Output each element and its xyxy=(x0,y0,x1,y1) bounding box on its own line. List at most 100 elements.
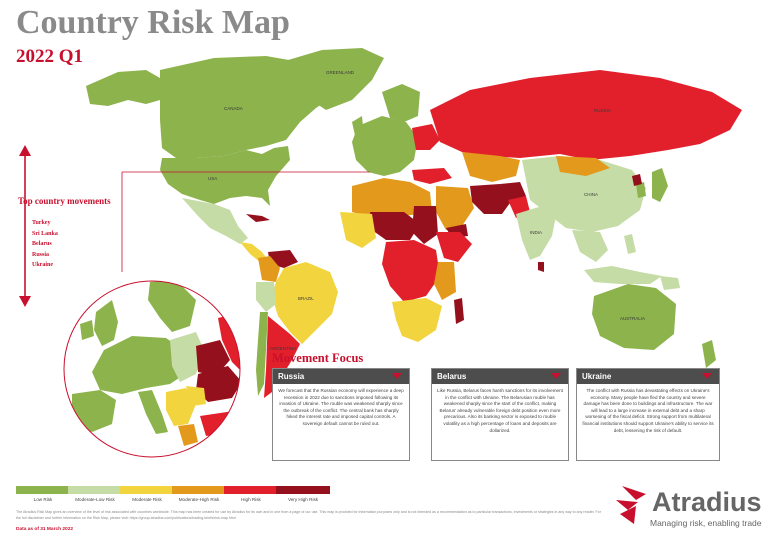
map-label-russia: RUSSIA xyxy=(594,108,611,113)
legend-item-low: Low Risk xyxy=(16,486,70,502)
focus-card-header: Belarus xyxy=(432,369,568,384)
triangle-down-icon xyxy=(551,373,561,379)
legend-swatch xyxy=(68,486,122,494)
map-region-east-africa xyxy=(434,262,456,300)
map-region-new-zealand xyxy=(702,340,716,368)
legend-item-very-high: Very High Risk xyxy=(276,486,330,502)
focus-card-header: Russia xyxy=(273,369,409,384)
data-date: Data as of 31 March 2022 xyxy=(16,527,74,532)
map-region-korea xyxy=(636,182,646,198)
map-region-chile xyxy=(256,312,268,396)
inset-region-ireland xyxy=(80,320,94,340)
map-label-brazil: BRAZIL xyxy=(298,296,314,301)
legend-item-moderate-high: Moderate-High Risk xyxy=(172,486,226,502)
legend-label: Very High Risk xyxy=(287,497,319,502)
map-region-usa xyxy=(160,146,290,206)
map-label-argentina: ARGENTINA xyxy=(270,346,296,351)
atradius-logo-mark xyxy=(616,486,646,524)
map-region-peru xyxy=(256,282,276,312)
legend-label: Moderate-High Risk xyxy=(178,497,220,502)
map-region-australia xyxy=(592,284,676,350)
map-region-china xyxy=(522,156,646,232)
legend-label: Moderate Risk xyxy=(132,497,162,502)
legend-label: High Risk xyxy=(241,497,261,502)
triangle-down-icon xyxy=(392,373,402,379)
map-region-afghanistan xyxy=(500,182,526,202)
inset-region-scandinavia xyxy=(148,281,196,332)
europe-inset-border xyxy=(63,280,241,458)
map-label-usa: USA xyxy=(208,176,217,181)
legend-swatch xyxy=(172,486,226,494)
map-region-colombia xyxy=(258,256,280,282)
map-region-brazil xyxy=(272,262,338,344)
legend-item-moderate: Moderate Risk xyxy=(120,486,174,502)
map-label-canada: CANADA xyxy=(224,106,243,111)
movement-focus-title: Movement Focus xyxy=(272,351,364,365)
map-region-west-africa xyxy=(340,212,376,248)
focus-card-name: Russia xyxy=(278,372,305,381)
legend-item-high: High Risk xyxy=(224,486,278,502)
map-region-mongolia xyxy=(556,156,610,176)
europe-inset xyxy=(64,281,240,457)
focus-card-text: The conflict with Russia has devastating… xyxy=(582,388,714,433)
movement-arrow xyxy=(19,145,31,307)
legend-swatch xyxy=(120,486,174,494)
focus-card-header: Ukraine xyxy=(577,369,719,384)
map-label-australia: AUSTRALIA xyxy=(620,316,645,321)
inset-region-iberia xyxy=(72,390,116,432)
map-region-horn-africa xyxy=(436,232,472,262)
legend-swatch xyxy=(224,486,278,494)
map-region-indonesia xyxy=(584,266,662,284)
brand-name: Atradius xyxy=(652,487,762,517)
map-region-sri-lanka xyxy=(538,262,544,272)
map-region-sudan xyxy=(412,206,438,244)
map-region-eastern-europe xyxy=(412,124,440,150)
movement-item: Ukraine xyxy=(32,262,53,268)
focus-card-belarus: Belarus Like Russia, Belarus faces harsh… xyxy=(431,368,569,461)
map-region-central-africa xyxy=(382,240,440,302)
focus-card-text: Like Russia, Belarus faces harsh sanctio… xyxy=(437,388,563,433)
map-region-russia xyxy=(430,70,742,160)
map-region-southeast-asia xyxy=(572,230,608,262)
top-movements-panel: Top country movements Turkey Sri Lanka B… xyxy=(18,196,128,271)
map-region-middle-east xyxy=(436,186,474,230)
inset-region-uk xyxy=(94,300,118,346)
legend-label: Low Risk xyxy=(33,497,53,502)
map-region-mexico xyxy=(182,198,248,244)
map-region-cuba xyxy=(246,214,270,222)
map-region-png xyxy=(660,276,680,290)
map-label-china: CHINA xyxy=(584,192,598,197)
map-label-greenland: GREENLAND xyxy=(326,70,355,75)
movement-item: Russia xyxy=(32,251,50,258)
top-movements-title: Top country movements xyxy=(18,196,111,206)
disclaimer-text: The Atradius Risk Map gives an overview … xyxy=(16,510,601,520)
map-region-kazakhstan xyxy=(462,152,520,182)
map-region-india xyxy=(516,206,556,260)
map-region-madagascar xyxy=(454,298,464,324)
focus-card-russia: Russia We forecast that the Russian econ… xyxy=(272,368,410,461)
map-region-canada xyxy=(160,56,338,158)
map-region-europe-west xyxy=(352,116,418,176)
map-region-southern-africa xyxy=(392,298,442,342)
inset-region-western-europe xyxy=(92,336,188,394)
map-region-turkey xyxy=(412,168,452,184)
movement-item: Belarus xyxy=(32,241,52,247)
map-region-central-america xyxy=(240,242,268,262)
inset-region-belarus xyxy=(196,340,230,376)
period-subtitle: 2022 Q1 xyxy=(16,46,84,67)
map-region-japan xyxy=(652,168,668,202)
focus-card-text: We forecast that the Russian economy wil… xyxy=(278,388,404,426)
focus-card-ukraine: Ukraine The conflict with Russia has dev… xyxy=(576,368,720,461)
movement-item: Turkey xyxy=(32,220,51,226)
brand-tagline: Managing risk, enabling trade xyxy=(650,518,762,528)
triangle-down-icon xyxy=(702,373,712,379)
map-region-iran xyxy=(470,184,512,214)
map-region-uk xyxy=(352,116,364,140)
inset-region-eastern-europe xyxy=(170,332,204,382)
focus-card-name: Ukraine xyxy=(582,372,612,381)
map-region-philippines xyxy=(624,234,636,254)
legend-label: Moderate-Low Risk xyxy=(75,497,115,502)
page-title: Country Risk Map xyxy=(16,4,290,41)
legend-swatch xyxy=(276,486,330,494)
